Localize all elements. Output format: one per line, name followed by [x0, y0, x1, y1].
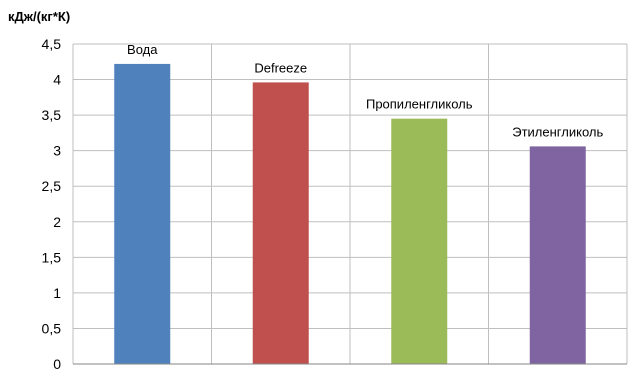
- y-tick-label: 0,5: [42, 320, 62, 336]
- bar: [529, 146, 586, 364]
- bar-category-label: Пропиленгликоль: [366, 97, 473, 112]
- y-tick-label: 4: [53, 72, 61, 88]
- y-tick-label: 4,5: [42, 36, 62, 52]
- y-tick-label: 2,5: [42, 178, 62, 194]
- y-tick-label: 1: [53, 285, 61, 301]
- y-tick-label: 2: [53, 214, 61, 230]
- bar: [114, 63, 171, 365]
- y-tick-label: 3: [53, 143, 61, 159]
- bar: [252, 82, 309, 365]
- y-tick-label: 1,5: [42, 249, 62, 265]
- bar-category-label: Этиленгликоль: [512, 124, 603, 139]
- bar-category-label: Вода: [127, 42, 158, 57]
- y-tick-label: 0: [53, 356, 61, 371]
- bars: [114, 63, 586, 365]
- y-axis-ticks: 0 0,5 1 1,5 2 2,5 3 3,5 4 4,5: [42, 36, 62, 371]
- data-labels: Вода Defreeze Пропиленгликоль Этиленгликоль: [127, 42, 603, 139]
- bar: [391, 118, 448, 365]
- bar-category-label: Defreeze: [254, 60, 307, 75]
- y-axis-unit-label: кДж/(кг*К): [8, 9, 70, 24]
- y-tick-label: 3,5: [42, 107, 62, 123]
